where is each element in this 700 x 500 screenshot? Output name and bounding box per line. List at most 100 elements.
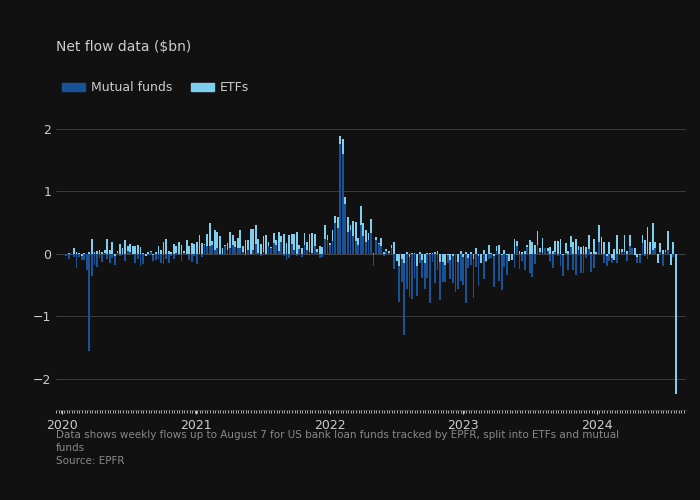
Bar xyxy=(170,252,172,254)
Bar xyxy=(114,254,116,256)
Bar xyxy=(124,254,126,260)
Bar xyxy=(473,254,475,258)
Bar xyxy=(529,254,531,273)
Bar xyxy=(349,230,351,254)
Bar xyxy=(111,242,113,254)
Bar xyxy=(444,254,446,266)
Bar xyxy=(209,224,211,246)
Bar xyxy=(554,240,556,252)
Bar xyxy=(122,248,123,254)
Bar xyxy=(473,254,475,298)
Bar xyxy=(398,254,400,302)
Bar xyxy=(273,233,274,243)
Bar xyxy=(267,242,270,246)
Bar xyxy=(68,253,70,254)
Bar xyxy=(629,246,631,254)
Bar xyxy=(601,236,603,254)
Bar xyxy=(206,246,208,254)
Bar xyxy=(99,254,101,258)
Bar xyxy=(460,254,461,281)
Bar xyxy=(360,225,362,254)
Bar xyxy=(475,248,477,254)
Bar xyxy=(449,254,452,260)
Bar xyxy=(173,244,175,254)
Bar xyxy=(634,248,636,254)
Bar xyxy=(491,254,492,258)
Bar xyxy=(493,254,495,256)
Bar xyxy=(150,251,152,254)
Bar xyxy=(119,254,121,256)
Bar xyxy=(158,254,160,259)
Bar xyxy=(237,248,239,254)
Bar xyxy=(616,235,618,254)
Bar xyxy=(536,244,538,254)
Bar xyxy=(258,253,259,254)
Bar xyxy=(662,254,664,266)
Bar xyxy=(368,232,370,240)
Bar xyxy=(162,254,164,264)
Bar xyxy=(552,251,554,254)
Bar xyxy=(388,250,390,254)
Bar xyxy=(483,250,484,254)
Bar xyxy=(191,254,193,262)
Bar xyxy=(86,254,88,270)
Bar xyxy=(137,244,139,254)
Bar xyxy=(104,250,106,254)
Bar xyxy=(170,254,172,256)
Bar xyxy=(262,252,265,254)
Bar xyxy=(337,217,339,228)
Bar xyxy=(247,250,249,254)
Bar xyxy=(342,138,344,154)
Bar xyxy=(386,249,387,251)
Bar xyxy=(309,234,311,252)
Bar xyxy=(242,252,244,254)
Bar xyxy=(130,252,131,254)
Bar xyxy=(214,250,216,254)
Bar xyxy=(409,254,410,298)
Bar xyxy=(181,254,183,262)
Bar xyxy=(570,246,572,254)
Bar xyxy=(547,248,549,254)
Bar xyxy=(306,250,308,254)
Bar xyxy=(634,248,636,254)
Bar xyxy=(216,248,218,254)
Bar xyxy=(565,243,566,253)
Bar xyxy=(260,254,262,256)
Bar xyxy=(383,252,385,254)
Bar xyxy=(506,254,507,255)
Bar xyxy=(544,248,546,254)
Bar xyxy=(573,242,574,254)
Bar xyxy=(388,250,390,253)
Bar xyxy=(380,246,382,254)
Bar xyxy=(578,246,580,250)
Bar xyxy=(340,136,341,144)
Bar xyxy=(326,234,328,240)
Bar xyxy=(68,254,70,259)
Bar xyxy=(534,245,536,254)
Bar xyxy=(411,254,413,299)
Bar xyxy=(582,254,584,272)
Bar xyxy=(375,240,377,254)
Bar xyxy=(283,234,285,254)
Bar xyxy=(360,206,362,225)
Bar xyxy=(395,254,398,261)
Bar xyxy=(349,224,351,230)
Bar xyxy=(536,231,538,244)
Bar xyxy=(454,254,456,292)
Bar xyxy=(406,252,408,254)
Bar xyxy=(183,251,185,253)
Bar xyxy=(416,254,418,296)
Bar xyxy=(500,254,503,290)
Bar xyxy=(91,240,93,254)
Bar xyxy=(290,244,293,254)
Bar xyxy=(439,254,441,262)
Bar xyxy=(347,218,349,232)
Bar xyxy=(585,254,587,258)
Bar xyxy=(380,238,382,246)
Bar xyxy=(578,250,580,254)
Bar xyxy=(324,239,326,254)
Bar xyxy=(334,216,336,224)
Bar xyxy=(106,240,108,254)
Bar xyxy=(534,254,536,264)
Bar xyxy=(519,252,521,254)
